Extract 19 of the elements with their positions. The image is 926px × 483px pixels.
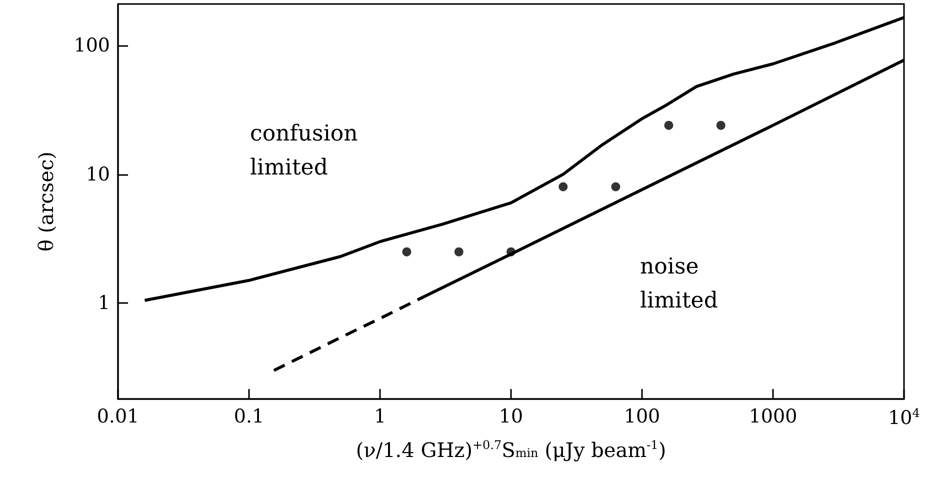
point: [664, 120, 674, 130]
point: [506, 247, 516, 256]
point: [402, 247, 412, 256]
point: [454, 247, 464, 256]
y-tick-label: 1: [98, 292, 110, 314]
y-tick-label: 100: [74, 34, 110, 56]
y-axis-title: θ (arcsec): [34, 152, 58, 252]
x-tick-label: 1: [374, 406, 386, 428]
x-tick-label: 0.01: [96, 406, 140, 428]
point: [558, 182, 568, 192]
annotation: confusion limited: [250, 122, 358, 180]
x-tick-label: 0.1: [234, 406, 264, 428]
point: [611, 182, 620, 192]
annotation: noise limited: [640, 254, 718, 314]
x-tick-label: 10: [498, 406, 524, 428]
x-tick-label: 1000: [748, 406, 798, 428]
point: [716, 120, 726, 130]
y-tick-label: 10: [86, 163, 110, 186]
x-tick-label: 100: [624, 406, 660, 428]
